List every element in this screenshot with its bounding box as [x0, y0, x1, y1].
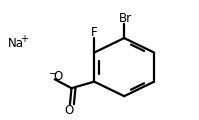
Text: F: F	[91, 26, 97, 39]
Text: −: −	[49, 69, 58, 79]
Text: O: O	[64, 104, 74, 117]
Text: Br: Br	[118, 12, 132, 25]
Text: Na: Na	[8, 37, 24, 51]
Text: O: O	[53, 70, 62, 83]
Text: +: +	[20, 34, 28, 44]
